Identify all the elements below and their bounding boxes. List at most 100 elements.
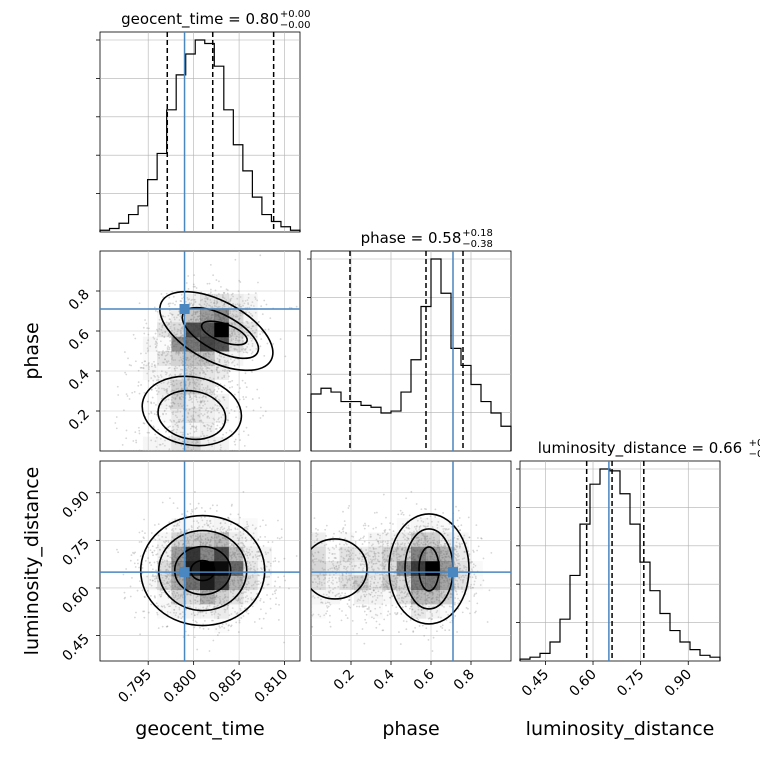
- sample-point: [250, 598, 253, 601]
- sample-point: [217, 293, 220, 295]
- sample-point: [142, 610, 145, 613]
- sample-point: [242, 615, 245, 617]
- sample-point: [242, 396, 245, 398]
- sample-point: [177, 449, 179, 451]
- sample-point: [202, 421, 205, 424]
- sample-point: [256, 592, 259, 595]
- sample-point: [205, 367, 208, 370]
- sample-point: [259, 525, 262, 528]
- sample-point: [150, 402, 153, 405]
- sample-point: [232, 315, 235, 318]
- hist-frame-geocent_time: [99, 31, 301, 233]
- sample-point: [166, 555, 169, 558]
- sample-point: [212, 449, 215, 451]
- sample-point: [174, 397, 177, 399]
- sample-point: [170, 399, 173, 401]
- sample-point: [198, 535, 201, 538]
- sample-point: [193, 380, 196, 383]
- sample-point: [202, 449, 204, 451]
- sample-point: [160, 563, 163, 566]
- sample-point: [173, 543, 176, 546]
- sample-point: [155, 411, 158, 413]
- sample-point: [222, 590, 224, 593]
- sample-point: [256, 580, 259, 583]
- sample-point: [194, 539, 197, 541]
- sample-point: [372, 558, 375, 561]
- sample-point: [206, 298, 209, 301]
- sample-point: [237, 351, 239, 353]
- sample-point: [190, 420, 193, 423]
- sample-point: [230, 430, 233, 433]
- sample-point: [329, 589, 332, 592]
- sample-point: [262, 545, 265, 547]
- sample-point: [169, 406, 172, 409]
- sample-point: [233, 332, 236, 334]
- sample-point: [169, 318, 172, 321]
- sample-point: [249, 552, 252, 555]
- sample-point: [177, 421, 180, 423]
- sample-point: [194, 387, 197, 390]
- sample-point: [192, 391, 195, 394]
- sample-point: [209, 519, 212, 522]
- sample-point: [459, 529, 461, 532]
- sample-point: [238, 318, 241, 321]
- sample-point: [177, 541, 180, 544]
- sample-point: [243, 302, 246, 305]
- sample-point: [171, 313, 174, 316]
- sample-point: [165, 551, 168, 553]
- sample-point: [143, 616, 146, 619]
- sample-point: [213, 299, 216, 302]
- sample-point: [193, 531, 196, 534]
- sample-point: [176, 507, 179, 510]
- sample-point: [176, 416, 178, 419]
- sample-point: [241, 379, 244, 382]
- sample-point: [393, 574, 396, 577]
- sample-point: [208, 304, 210, 307]
- sample-point: [233, 330, 236, 332]
- sample-point: [251, 550, 254, 553]
- sample-point: [199, 449, 201, 451]
- sample-point: [174, 423, 177, 426]
- sample-point: [382, 567, 384, 570]
- sample-point: [215, 592, 218, 595]
- sample-point: [216, 306, 219, 309]
- sample-point: [193, 392, 196, 395]
- sample-point: [173, 596, 175, 599]
- sample-point: [239, 327, 242, 330]
- sample-point: [163, 336, 166, 339]
- sample-point: [341, 579, 344, 581]
- sample-point: [228, 369, 230, 372]
- sample-point: [174, 596, 177, 598]
- sample-point: [161, 535, 164, 538]
- sample-point: [168, 436, 171, 438]
- sample-point: [208, 526, 211, 528]
- sample-point: [178, 323, 181, 326]
- sample-point: [178, 608, 181, 611]
- sample-point: [230, 346, 232, 348]
- sample-point: [153, 549, 156, 552]
- sample-point: [191, 510, 194, 513]
- sample-point: [206, 429, 209, 432]
- sample-point: [135, 441, 138, 444]
- sample-point: [234, 527, 237, 530]
- sample-point: [254, 528, 257, 530]
- sample-point: [177, 328, 180, 331]
- sample-point: [385, 533, 388, 536]
- sample-point: [217, 377, 219, 380]
- sample-point: [147, 546, 150, 549]
- sample-point: [454, 597, 457, 599]
- sample-point: [207, 539, 210, 542]
- sample-point: [179, 595, 182, 598]
- sample-point: [217, 596, 219, 599]
- sample-point: [169, 383, 172, 386]
- sample-point: [131, 391, 134, 394]
- sample-point: [190, 525, 193, 527]
- sample-point: [179, 329, 182, 332]
- sample-point: [214, 605, 216, 608]
- density-cell: [228, 575, 244, 591]
- sample-point: [175, 316, 178, 319]
- density-cell: [200, 603, 215, 619]
- sample-point: [155, 445, 158, 448]
- sample-point: [225, 288, 228, 291]
- sample-point: [274, 592, 277, 595]
